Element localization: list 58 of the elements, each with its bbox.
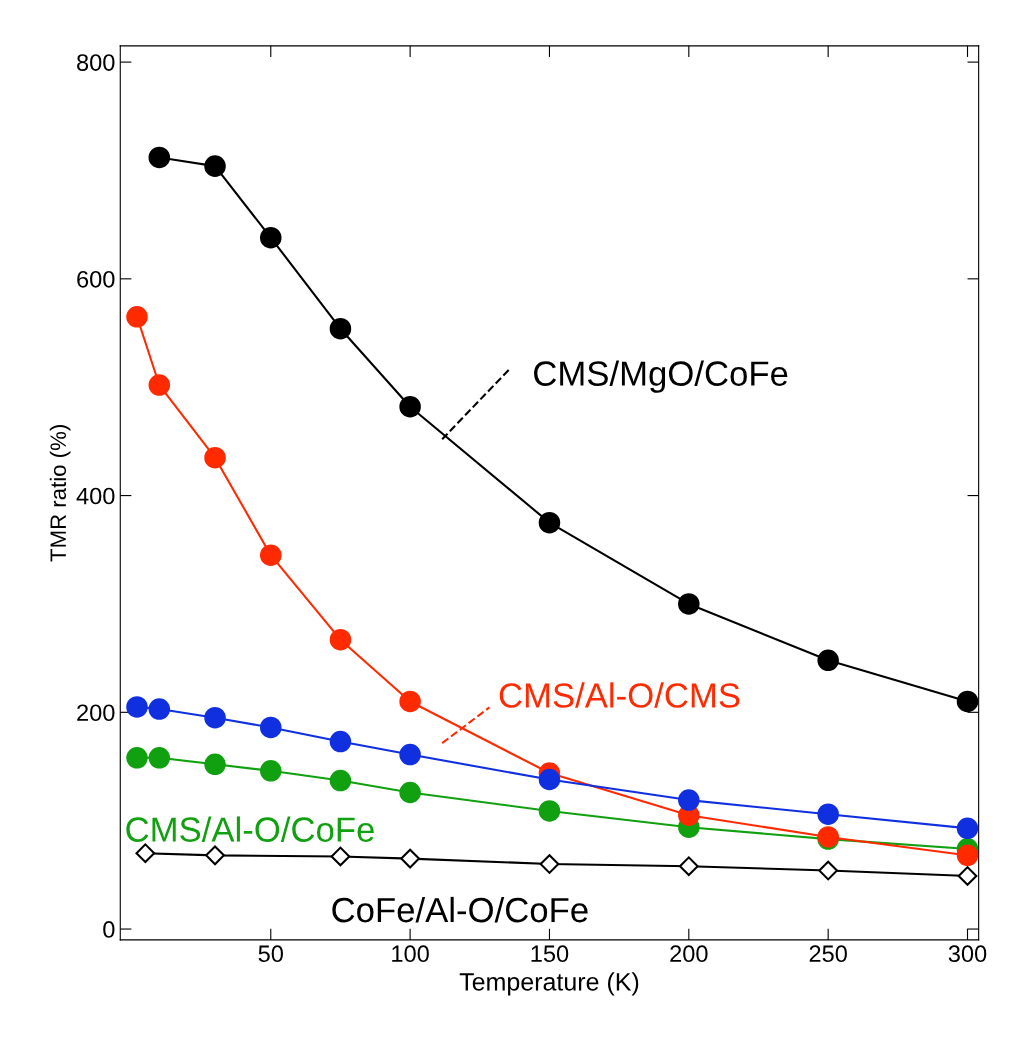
- point: [400, 848, 420, 869]
- y-tick-label: 800: [77, 54, 115, 71]
- point: [539, 854, 560, 874]
- point: [817, 803, 839, 825]
- point: [678, 856, 699, 877]
- y-tick-label: 400: [76, 487, 115, 505]
- series-label: CMS/Al-O/CoFe: [126, 816, 374, 842]
- point: [399, 781, 421, 804]
- x-tick-label: 100: [392, 945, 429, 963]
- point: [260, 544, 282, 566]
- point: [204, 446, 226, 469]
- point: [205, 845, 225, 866]
- point: [260, 226, 282, 249]
- series-label: CoFe/Al-O/CoFe: [332, 896, 588, 923]
- x-tick-label: 150: [531, 945, 569, 963]
- point: [329, 317, 352, 340]
- point: [538, 768, 561, 791]
- point: [135, 843, 156, 864]
- x-axis-title: Temperature (K): [459, 972, 639, 996]
- point: [204, 155, 226, 177]
- point: [817, 649, 839, 672]
- x-tick-label: 50: [258, 945, 283, 963]
- point: [956, 817, 979, 840]
- x-tick-label: 200: [670, 945, 708, 963]
- point: [399, 743, 421, 766]
- point: [148, 146, 171, 169]
- y-tick-label: 600: [77, 270, 115, 288]
- point: [678, 789, 700, 811]
- point: [329, 730, 352, 753]
- point: [818, 860, 839, 881]
- point: [956, 844, 979, 867]
- point: [260, 760, 282, 782]
- point: [260, 716, 282, 739]
- point: [204, 706, 226, 729]
- x-tick-label: 300: [948, 945, 987, 963]
- point: [126, 747, 148, 769]
- point: [126, 696, 148, 718]
- point: [957, 866, 978, 886]
- point: [678, 593, 700, 615]
- point: [330, 846, 351, 867]
- point: [148, 747, 171, 769]
- point: [956, 690, 979, 713]
- point: [204, 753, 226, 776]
- y-tick-label: 0: [103, 921, 115, 938]
- point: [148, 698, 171, 720]
- x-tick-label: 250: [809, 945, 847, 963]
- point: [148, 374, 171, 396]
- y-axis-title: TMR ratio (%): [49, 425, 71, 562]
- point: [399, 395, 421, 418]
- point: [538, 800, 561, 822]
- y-tick-label: 200: [77, 704, 115, 722]
- series-label: CMS/Al-O/CMS: [499, 682, 740, 708]
- point: [399, 690, 421, 713]
- point: [329, 769, 352, 792]
- point: [538, 511, 561, 534]
- point: [329, 628, 352, 651]
- text: CMS/MgO/CoFe: [534, 360, 788, 393]
- point: [126, 306, 148, 328]
